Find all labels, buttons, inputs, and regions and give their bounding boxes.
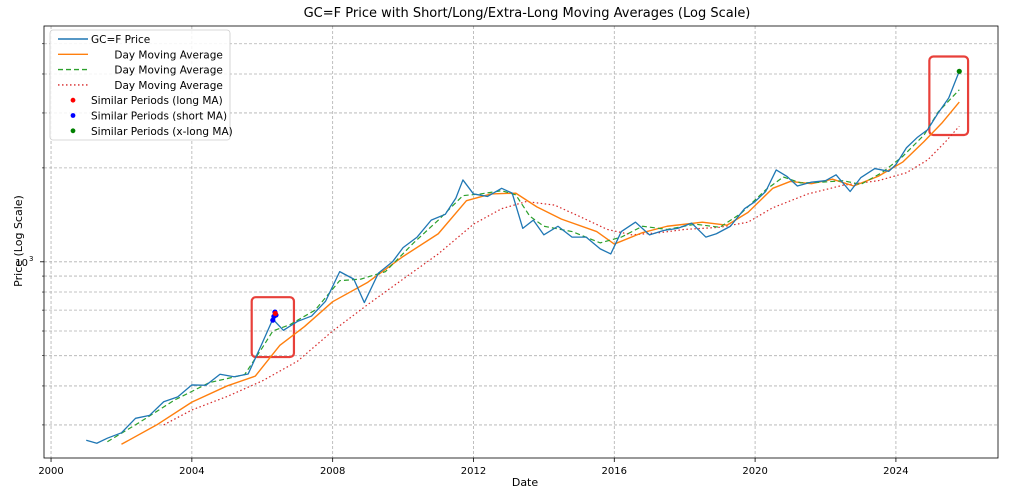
legend-label: Day Moving Average [91, 65, 223, 77]
y-tick-label: 10 [15, 258, 28, 269]
plot-frame [43, 25, 999, 459]
grid-layer [44, 26, 998, 458]
axes-layer: 2000 2004 2008 2012 2016 2020 2024 10 3 [15, 43, 909, 477]
legend: GC=F Price Day Moving Average Day Moving… [49, 29, 233, 141]
legend-label: Similar Periods (x-long MA) [91, 126, 233, 138]
highlight-box [250, 296, 296, 359]
x-tick-label: 2024 [883, 466, 908, 477]
x-tick-label: 2016 [602, 466, 627, 477]
highlight-box [928, 55, 970, 137]
legend-label: Similar Periods (short MA) [91, 111, 227, 123]
series-line-xlong-ma [163, 125, 960, 426]
legend-box [49, 29, 231, 141]
legend-label: Day Moving Average [91, 49, 223, 61]
y-axis-label: Price (Log Scale) [12, 195, 25, 287]
x-tick-label: 2020 [742, 466, 767, 477]
y-tick-label-exponent: 3 [29, 255, 33, 263]
x-tick-label: 2004 [179, 466, 204, 477]
similar-period-point-long-ma [272, 310, 278, 317]
x-axis-label: Date [512, 476, 539, 489]
x-tick-label: 2012 [461, 466, 486, 477]
legend-marker [70, 128, 76, 134]
legend-marker [70, 97, 76, 103]
highlight-layer [250, 55, 970, 359]
series-line-short-ma [107, 89, 960, 443]
x-tick-label: 2008 [320, 466, 345, 477]
marker-layer [270, 68, 962, 323]
x-tick-label: 2000 [38, 466, 63, 477]
series-line-price [86, 71, 960, 444]
series-line-long-ma [121, 101, 960, 445]
legend-marker [70, 113, 76, 118]
similar-period-point-xlong-ma [956, 68, 962, 74]
legend-label: GC=F Price [91, 34, 150, 46]
series-layer [86, 71, 960, 445]
legend-label: Similar Periods (long MA) [91, 95, 223, 107]
chart-title: GC=F Price with Short/Long/Extra-Long Mo… [304, 6, 751, 21]
legend-label: Day Moving Average [91, 80, 223, 92]
